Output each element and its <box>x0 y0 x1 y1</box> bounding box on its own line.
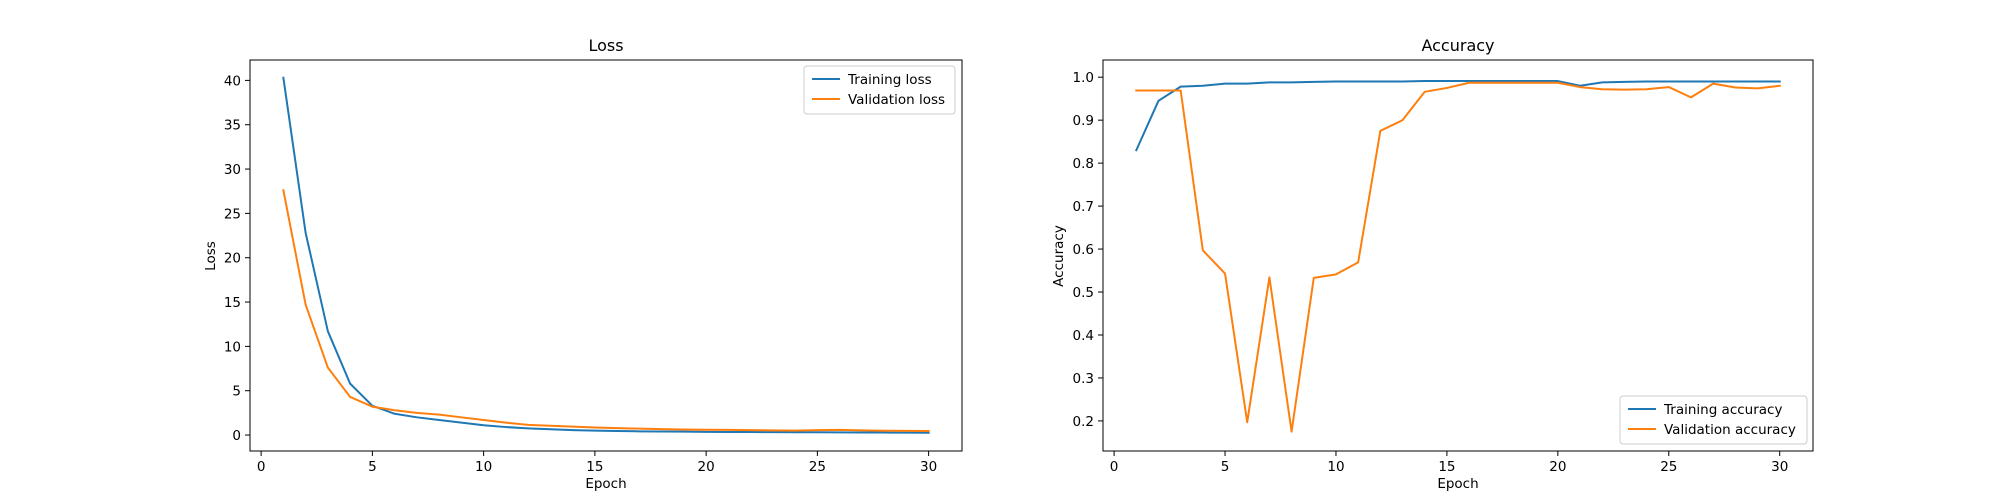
accuracy-xtick-label: 30 <box>1771 459 1788 475</box>
accuracy-xtick-label: 10 <box>1327 459 1344 475</box>
loss-legend-label-validation: Validation loss <box>848 92 945 108</box>
accuracy-chart-frame <box>1102 59 1814 452</box>
loss-xtick-label: 0 <box>257 459 266 475</box>
accuracy-series-line-1 <box>1135 81 1781 433</box>
accuracy-chart-title: Accuracy <box>1421 36 1494 55</box>
loss-ytick-label: 20 <box>224 251 241 267</box>
accuracy-chart-ylabel: Accuracy <box>1051 225 1067 287</box>
loss-ytick-label: 0 <box>232 428 241 444</box>
accuracy-ytick-label: 0.2 <box>1073 414 1094 430</box>
loss-chart-legend: Training loss Validation loss <box>803 65 956 115</box>
loss-xtick-label: 30 <box>920 459 937 475</box>
loss-series-line-0 <box>282 76 930 434</box>
loss-xtick-label: 10 <box>475 459 492 475</box>
accuracy-chart-xlabel: Epoch <box>1437 476 1478 492</box>
loss-chart: Loss Epoch Loss 0 5 10 15 20 25 30 0 5 10 15 20 25 30… <box>203 36 963 492</box>
loss-chart-xlabel: Epoch <box>585 476 626 492</box>
loss-chart-ticks: 0 5 10 15 20 25 30 0 5 10 15 20 25 30 35 40 <box>224 73 937 475</box>
loss-xtick-label: 5 <box>368 459 377 475</box>
accuracy-legend-label-validation: Validation accuracy <box>1664 422 1796 438</box>
accuracy-chart-legend: Training accuracy Validation accuracy <box>1619 395 1808 445</box>
loss-ytick-label: 15 <box>224 295 241 311</box>
accuracy-xtick-label: 25 <box>1660 459 1677 475</box>
loss-xtick-label: 20 <box>698 459 715 475</box>
accuracy-chart-ticks: 0 5 10 15 20 25 30 0.2 0.3 0.4 0.5 0.6 0.7 0.8 0.9 1.0 <box>1073 70 1789 475</box>
loss-legend-box <box>803 65 956 115</box>
accuracy-ytick-label: 0.9 <box>1073 113 1094 129</box>
loss-series-line-1 <box>282 189 930 432</box>
loss-ytick-label: 10 <box>224 339 241 355</box>
loss-ytick-label: 40 <box>224 73 241 89</box>
accuracy-chart: Accuracy Epoch Accuracy 0 5 10 15 20 25 300.20… <box>1051 36 1814 492</box>
accuracy-legend-label-training: Training accuracy <box>1663 402 1782 418</box>
accuracy-ytick-label: 0.6 <box>1073 242 1094 258</box>
accuracy-ytick-label: 0.7 <box>1073 199 1094 215</box>
loss-legend-label-training: Training loss <box>847 72 932 88</box>
accuracy-ytick-label: 0.5 <box>1073 285 1094 301</box>
loss-chart-frame <box>249 59 963 452</box>
accuracy-xtick-label: 20 <box>1549 459 1566 475</box>
accuracy-ytick-label: 0.8 <box>1073 156 1094 172</box>
accuracy-xtick-label: 5 <box>1221 459 1230 475</box>
loss-xtick-label: 15 <box>586 459 603 475</box>
accuracy-ytick-label: 0.3 <box>1073 371 1094 387</box>
accuracy-ytick-label: 1.0 <box>1073 70 1094 86</box>
loss-ytick-label: 30 <box>224 162 241 178</box>
loss-chart-lines <box>282 76 930 434</box>
loss-ytick-label: 35 <box>224 118 241 134</box>
accuracy-series-line-0 <box>1134 80 1781 152</box>
accuracy-xtick-label: 15 <box>1438 459 1455 475</box>
loss-chart-ylabel: Loss <box>203 241 219 271</box>
accuracy-legend-box <box>1619 395 1808 445</box>
accuracy-ytick-label: 0.4 <box>1073 328 1094 344</box>
loss-chart-title: Loss <box>588 36 623 55</box>
loss-ytick-label: 25 <box>224 206 241 222</box>
accuracy-xtick-label: 0 <box>1110 459 1119 475</box>
loss-xtick-label: 25 <box>809 459 826 475</box>
accuracy-chart-lines <box>1134 80 1781 433</box>
loss-ytick-label: 5 <box>232 384 241 400</box>
